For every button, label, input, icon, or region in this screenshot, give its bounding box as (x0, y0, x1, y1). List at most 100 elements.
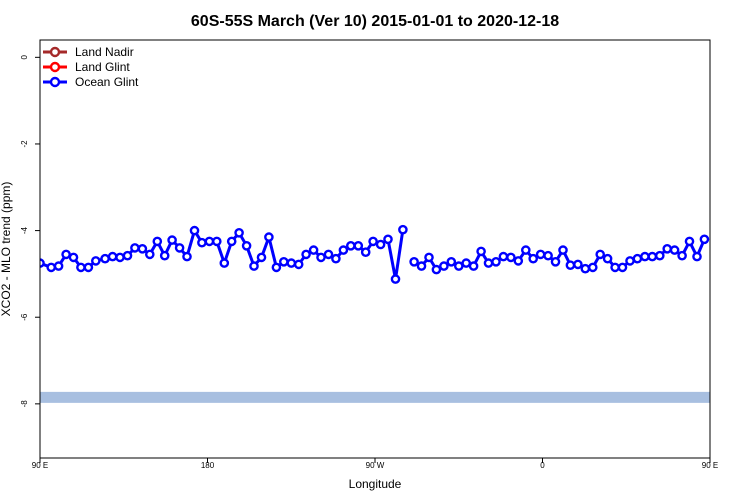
x-tick-label: 0 (540, 461, 545, 470)
data-point (107, 251, 118, 262)
x-tick-label: 180 (201, 461, 215, 470)
data-point (226, 236, 237, 247)
data-point (521, 245, 531, 255)
y-tick-label: 0 (20, 55, 29, 60)
data-point (68, 252, 79, 263)
data-point (390, 274, 401, 284)
data-point (144, 249, 155, 260)
data-point (543, 250, 553, 261)
data-point (647, 251, 658, 262)
legend-item: Ocean Glint (43, 75, 139, 89)
data-point (271, 262, 282, 273)
data-point (550, 256, 561, 267)
data-point (159, 250, 170, 261)
data-point (506, 252, 516, 263)
data-point (182, 251, 192, 262)
data-point (189, 225, 200, 236)
y-tick-label: -4 (20, 226, 29, 234)
y-axis-label: XCO2 - MLO trend (ppm) (0, 182, 13, 317)
data-point (115, 252, 125, 263)
data-point (431, 264, 442, 275)
data-point (595, 249, 606, 260)
data-point (286, 258, 297, 268)
series-line-ocean-glint-0 (40, 226, 405, 280)
data-point (122, 250, 133, 261)
legend-swatch-marker (49, 76, 61, 88)
legend-swatch-marker (49, 46, 61, 58)
data-point (331, 253, 341, 264)
data-point (699, 234, 710, 245)
data-point (83, 262, 94, 273)
data-point (219, 258, 230, 268)
chart-title: 60S-55S March (Ver 10) 2015-01-01 to 202… (191, 13, 559, 30)
y-tick-label: -6 (20, 313, 29, 321)
x-tick-label: 90 E (32, 461, 48, 470)
data-point (483, 258, 494, 268)
x-tick-label: 90 W (366, 461, 385, 470)
data-point (46, 262, 57, 273)
data-point (152, 236, 163, 247)
data-point (130, 243, 140, 253)
data-point (323, 249, 334, 260)
data-point (588, 262, 598, 273)
data-point (446, 256, 457, 267)
data-point (528, 253, 539, 264)
data-point (565, 260, 576, 271)
data-point (256, 252, 267, 263)
legend-item: Land Glint (43, 60, 130, 74)
data-point (476, 246, 486, 257)
data-point (76, 262, 86, 273)
data-point (491, 256, 501, 267)
data-point (353, 240, 364, 251)
legend-swatch-marker (49, 61, 61, 73)
data-point (204, 236, 215, 247)
data-point (100, 253, 110, 264)
data-point (424, 252, 434, 263)
data-point (197, 237, 207, 248)
data-point (301, 249, 311, 260)
data-point (53, 261, 64, 271)
y-tick-label: -2 (20, 140, 29, 148)
data-point (167, 235, 177, 245)
data-point (573, 259, 583, 270)
data-point (416, 261, 427, 271)
legend-label: Land Nadir (75, 45, 134, 59)
data-point (308, 245, 319, 255)
y-tick-label: -8 (20, 400, 29, 408)
data-point (535, 249, 546, 260)
data-point (669, 245, 680, 255)
legend-label: Ocean Glint (75, 75, 139, 89)
data-point (345, 240, 356, 251)
data-point (338, 245, 349, 255)
data-point (398, 224, 408, 235)
data-point (602, 253, 613, 264)
data-point (264, 232, 274, 242)
data-point (375, 239, 386, 250)
data-point (61, 249, 71, 260)
data-point (453, 261, 464, 271)
x-axis-label: Longitude (349, 477, 402, 491)
data-point (662, 243, 673, 254)
data-point (617, 262, 628, 273)
data-point (211, 236, 222, 247)
data-point (278, 256, 289, 267)
data-point (383, 234, 393, 245)
data-point (461, 258, 472, 268)
data-point (684, 236, 695, 247)
data-point (580, 263, 591, 274)
data-point (234, 227, 244, 238)
data-point (468, 261, 479, 271)
data-point (174, 243, 185, 253)
data-point (293, 259, 304, 270)
data-point (316, 252, 326, 263)
data-point (137, 243, 148, 254)
data-point (677, 250, 687, 261)
data-point (368, 236, 378, 247)
legend-label: Land Glint (75, 60, 130, 74)
data-point (640, 251, 650, 262)
data-point (632, 253, 643, 264)
data-point (249, 261, 259, 271)
data-point (625, 256, 635, 266)
